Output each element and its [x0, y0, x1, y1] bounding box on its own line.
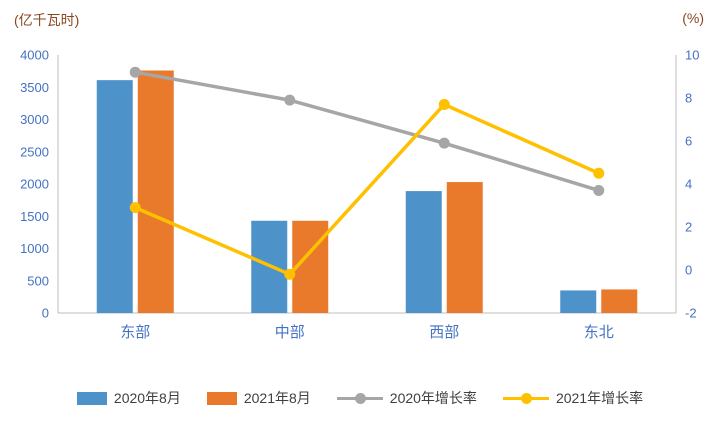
legend-bar-swatch-icon: [206, 391, 237, 405]
legend-item: 2020年8月: [76, 388, 181, 408]
growth-line-series0: [133, 70, 601, 193]
legend: 2020年8月 2021年8月 2020年增长率 2021年增长率: [0, 388, 720, 408]
combo-chart: 0 500 1000 1500 2000 2500 3000 3500 4000 -2 0 2 4 6 8 1…: [20, 48, 699, 342]
line-marker-series0-cat1: [284, 94, 296, 106]
left-axis-tick-label: 0: [42, 306, 49, 321]
legend-line-swatch-icon: [502, 392, 549, 405]
bar-series0-cat3: [560, 290, 597, 313]
right-axis-tick-label: 10: [685, 48, 699, 63]
left-axis-tick-label: 2500: [20, 144, 49, 159]
bar-series0-cat2: [405, 191, 442, 313]
line-marker-series0-cat2: [438, 137, 450, 149]
right-axis-tick-label: 0: [685, 263, 692, 278]
line-marker-series1-cat3: [593, 167, 605, 179]
legend-label: 2021年增长率: [555, 390, 644, 406]
line-marker-series0-cat0: [129, 66, 141, 78]
legend-label: 2020年增长率: [389, 390, 477, 406]
x-axis-category-label: 中部: [275, 324, 305, 341]
right-axis-tick-label: -2: [685, 306, 697, 321]
legend-item: 2021年增长率: [502, 388, 644, 408]
bar-series1-cat2: [446, 182, 483, 313]
bar-series1-cat3: [601, 289, 638, 313]
left-axis-tick-label: 3500: [20, 80, 49, 95]
legend-bar-swatch-icon: [76, 391, 107, 405]
left-axis-tick-label: 2000: [20, 177, 49, 192]
x-axis-category-label: 东部: [120, 324, 150, 341]
x-axis-category-label: 西部: [429, 324, 459, 341]
bar-series1-cat0: [137, 70, 174, 313]
line-marker-series1-cat0: [129, 202, 141, 214]
legend-line-swatch-icon: [336, 392, 383, 405]
legend-line-dot: [354, 392, 366, 404]
line-marker-series0-cat3: [593, 184, 605, 196]
growth-line-series1: [133, 102, 601, 277]
line-marker-series1-cat1: [284, 268, 296, 280]
legend-item: 2020年增长率: [336, 388, 477, 408]
right-axis-tick-label: 2: [685, 220, 692, 235]
legend-line-dot: [520, 392, 532, 404]
left-axis-tick-label: 1000: [20, 241, 49, 256]
right-axis-tick-label: 4: [685, 177, 692, 192]
right-axis-tick-label: 8: [685, 91, 692, 106]
line-marker-series1-cat2: [438, 98, 450, 110]
left-axis-tick-label: 4000: [20, 48, 49, 63]
left-axis-tick-label: 1500: [20, 209, 49, 224]
left-axis-unit-label: (亿千瓦时): [14, 12, 80, 28]
legend-label: 2021年8月: [243, 390, 311, 406]
legend-label: 2020年8月: [113, 390, 181, 406]
x-axis-category-label: 东北: [584, 324, 614, 341]
right-axis-unit-label: (%): [682, 10, 704, 26]
left-axis-tick-label: 500: [27, 273, 49, 288]
bar-series0-cat0: [96, 80, 133, 313]
left-axis-tick-label: 3000: [20, 112, 49, 127]
legend-item: 2021年8月: [206, 388, 311, 408]
right-axis-tick-label: 6: [685, 134, 692, 149]
